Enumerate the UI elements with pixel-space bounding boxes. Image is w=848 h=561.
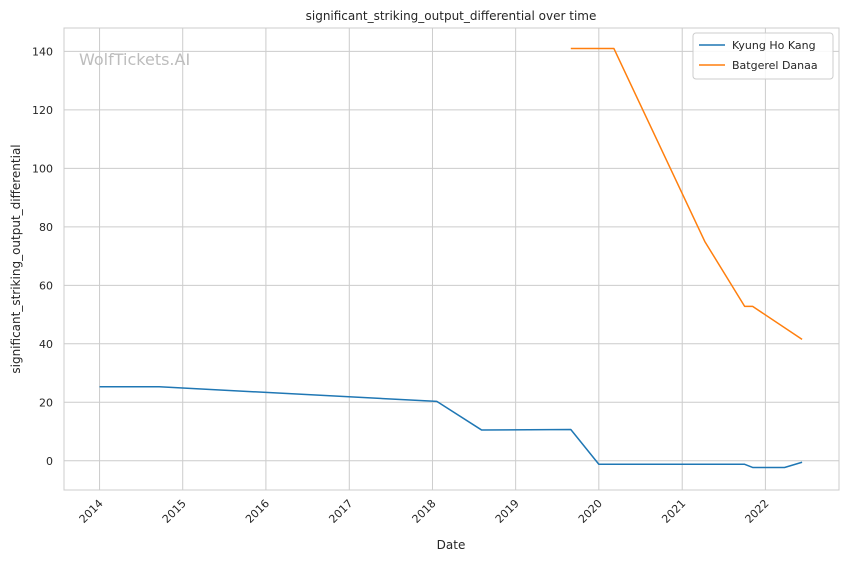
- legend-label: Kyung Ho Kang: [732, 39, 816, 52]
- y-tick-label: 120: [32, 104, 53, 117]
- x-axis-title: Date: [437, 538, 466, 552]
- series-line-kyung-ho-kang: [99, 386, 803, 469]
- y-tick-label: 140: [32, 45, 53, 58]
- legend: Kyung Ho Kang Batgerel Danaa: [692, 32, 834, 80]
- series-line-batgerel-danaa: [570, 47, 803, 341]
- grid-lines: [64, 28, 839, 490]
- watermark: WolfTickets.AI: [79, 50, 190, 69]
- legend-label: Batgerel Danaa: [732, 59, 818, 72]
- y-tick-label: 0: [46, 455, 53, 468]
- y-tick-label: 20: [39, 396, 53, 409]
- plot-frame: [63, 27, 840, 491]
- y-tick-label: 40: [39, 338, 53, 351]
- legend-frame: [692, 32, 834, 80]
- series-lines: [99, 47, 803, 469]
- y-axis-ticks: 0 20 40 60 80 100 120 140: [32, 45, 53, 467]
- y-tick-label: 100: [32, 162, 53, 175]
- y-axis-title: significant_striking_output_differential: [9, 144, 23, 373]
- chart-title: significant_striking_output_differential…: [306, 9, 597, 23]
- y-tick-label: 60: [39, 279, 53, 292]
- y-tick-label: 80: [39, 221, 53, 234]
